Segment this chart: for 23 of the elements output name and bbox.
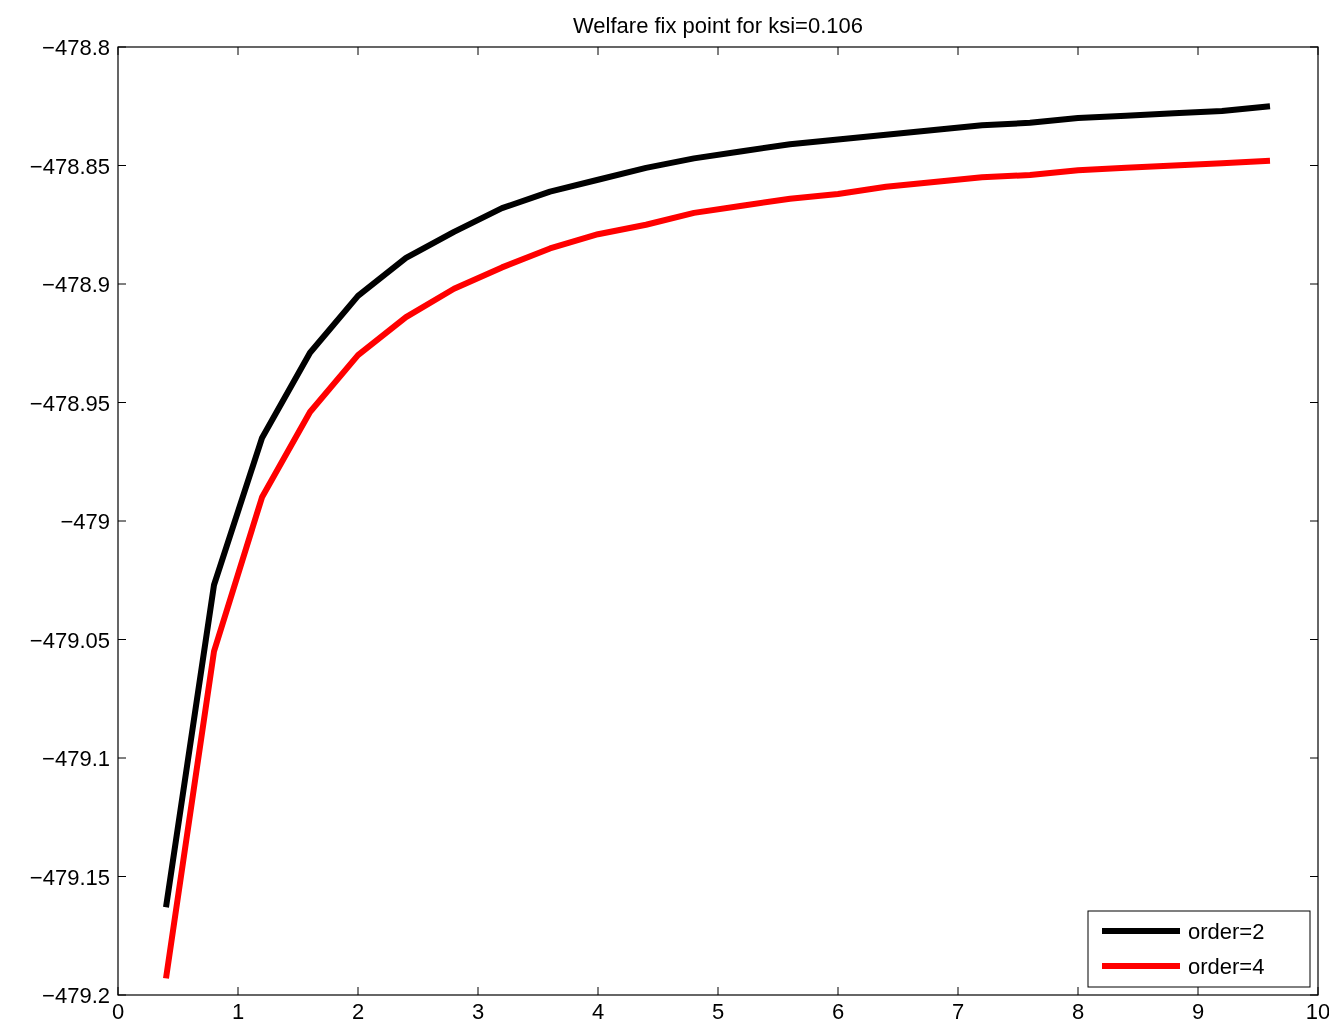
x-tick-label: 6 bbox=[831, 999, 845, 1024]
x-tick-label: 4 bbox=[591, 999, 605, 1024]
x-tick-label: 0 bbox=[111, 999, 125, 1024]
x-tick-label: 1 bbox=[231, 999, 245, 1024]
x-tick-label: 5 bbox=[711, 999, 725, 1024]
y-tick-label: −479.2 bbox=[42, 983, 110, 1008]
x-tick-label: 7 bbox=[951, 999, 965, 1024]
y-tick-label: −478.8 bbox=[42, 35, 110, 60]
x-tick-label: 3 bbox=[471, 999, 485, 1024]
x-tick-label: 2 bbox=[351, 999, 365, 1024]
x-tick-label: 9 bbox=[1191, 999, 1205, 1024]
y-tick-label: −478.9 bbox=[42, 272, 110, 297]
chart-title: Welfare fix point for ksi=0.106 bbox=[572, 13, 864, 38]
y-tick-label: −479.15 bbox=[29, 864, 110, 890]
legend-label: order=4 bbox=[1188, 954, 1265, 979]
y-tick-label: −479.05 bbox=[29, 627, 110, 653]
y-tick-label: −478.85 bbox=[29, 153, 110, 179]
x-tick-label: 8 bbox=[1071, 999, 1085, 1024]
x-tick-label: 10 bbox=[1305, 999, 1331, 1024]
y-tick-label: −478.95 bbox=[29, 390, 110, 416]
y-tick-label: −479.1 bbox=[42, 746, 110, 771]
y-tick-label: −479 bbox=[60, 509, 110, 534]
legend-label: order=2 bbox=[1188, 919, 1265, 944]
